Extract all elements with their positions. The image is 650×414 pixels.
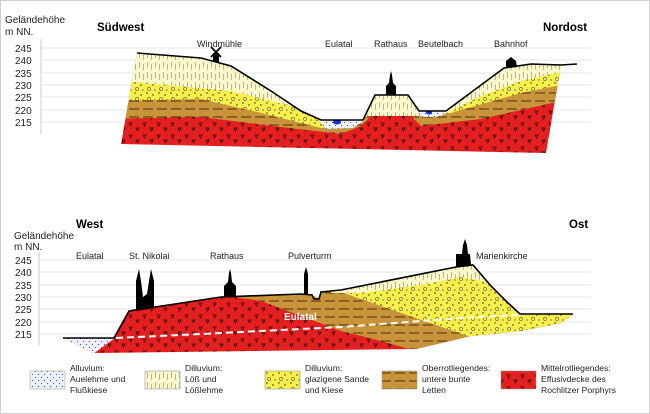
legend-item-sand: Dilluvium: glazigene Sande und Kiese bbox=[264, 363, 369, 395]
place-label: Eulatal bbox=[325, 39, 353, 49]
alluvium-eulatal bbox=[319, 120, 365, 129]
legend-text: Löß und bbox=[185, 374, 217, 384]
place-label: St. Nikolai bbox=[129, 251, 170, 261]
tick-label: 225 bbox=[15, 305, 32, 316]
tick-label: 240 bbox=[15, 268, 32, 279]
legend-item-porphyr: Mittelrotliegendes: Effusivdecke des Roc… bbox=[500, 363, 616, 395]
axis-unit: m NN. bbox=[5, 27, 33, 38]
tick-label: 235 bbox=[15, 69, 32, 80]
tick-label: 240 bbox=[15, 56, 32, 67]
place-label: Rathaus bbox=[374, 39, 408, 49]
tick-label: 220 bbox=[15, 318, 32, 329]
place-label: Beutelbach bbox=[418, 39, 463, 49]
legend-text: Dilluvium: bbox=[185, 363, 222, 373]
tick-label: 220 bbox=[15, 106, 32, 117]
legend-text: Oberrotliegendes: bbox=[422, 363, 490, 373]
place-label: Windmühle bbox=[197, 39, 242, 49]
tick-label: 215 bbox=[15, 118, 32, 129]
letten-swatch bbox=[381, 370, 418, 390]
direction-northeast: Nordost bbox=[543, 22, 587, 34]
eulatal-dashed-line bbox=[115, 311, 567, 339]
marienkirche-icon bbox=[456, 239, 471, 267]
legend-text: Mittelrotliegendes: bbox=[541, 363, 611, 373]
tick-label: 245 bbox=[15, 44, 32, 55]
bahnhof-building-icon bbox=[506, 57, 517, 68]
pulverturm-icon bbox=[304, 267, 308, 294]
st-nikolai-church-icon bbox=[136, 269, 154, 311]
porphyr-swatch bbox=[500, 370, 537, 390]
alluvium-eulatal bbox=[63, 338, 115, 353]
tick-label: 215 bbox=[15, 330, 32, 341]
legend-text: Effusivdecke des bbox=[541, 374, 606, 384]
windmill-icon bbox=[210, 46, 222, 62]
legend-text: Dilluvium: bbox=[305, 363, 342, 373]
legend-text: glazigene Sande bbox=[305, 374, 369, 384]
rathaus-tower-icon bbox=[224, 269, 236, 297]
tick-label: 235 bbox=[15, 281, 32, 292]
place-label: Pulverturm bbox=[288, 251, 332, 261]
alluvium-swatch bbox=[29, 370, 66, 390]
legend-text: Alluvium: bbox=[70, 363, 105, 373]
legend-text: Letten bbox=[422, 385, 446, 395]
direction-east: Ost bbox=[569, 219, 588, 231]
tick-label: 225 bbox=[15, 93, 32, 104]
top-strata bbox=[121, 53, 561, 153]
sand-swatch bbox=[264, 370, 301, 390]
direction-southwest: Südwest bbox=[97, 22, 144, 34]
direction-west: West bbox=[76, 219, 103, 231]
legend-item-alluvium: Alluvium: Auelehme und Flußkiese bbox=[29, 363, 126, 395]
legend: Alluvium: Auelehme und Flußkiese Dilluvi… bbox=[29, 363, 616, 395]
loess-swatch bbox=[144, 370, 181, 390]
bottom-buildings bbox=[136, 239, 471, 311]
place-label: Bahnhof bbox=[494, 39, 528, 49]
tick-label: 230 bbox=[15, 293, 32, 304]
legend-text: Lößlehme bbox=[185, 385, 223, 395]
axis-title: Geländehöhe bbox=[14, 231, 74, 242]
top-buildings bbox=[210, 46, 517, 95]
place-label: Eulatal bbox=[76, 251, 104, 261]
rathaus-tower-icon bbox=[386, 71, 396, 95]
place-label: Rathaus bbox=[210, 251, 244, 261]
axis-title: Geländehöhe bbox=[5, 15, 65, 26]
place-label: Marienkirche bbox=[476, 251, 528, 261]
axis-unit: m NN. bbox=[14, 242, 42, 253]
tick-label: 245 bbox=[15, 256, 32, 267]
top-terrain-line bbox=[136, 52, 578, 121]
legend-text: und Kiese bbox=[305, 385, 343, 395]
legend-item-loess: Dilluvium: Löß und Lößlehme bbox=[144, 363, 223, 395]
legend-text: Rochlitzer Porphyrs bbox=[541, 385, 616, 395]
tick-label: 230 bbox=[15, 81, 32, 92]
legend-text: Auelehme und bbox=[70, 374, 126, 384]
legend-text: untere bunte bbox=[422, 374, 470, 384]
legend-text: Flußkiese bbox=[70, 385, 107, 395]
alluvium-beutelbach bbox=[417, 111, 447, 117]
eulatal-valley-label: Eulatal bbox=[284, 312, 317, 323]
legend-item-letten: Oberrotliegendes: untere bunte Letten bbox=[381, 363, 490, 395]
bottom-terrain-line bbox=[63, 264, 573, 339]
